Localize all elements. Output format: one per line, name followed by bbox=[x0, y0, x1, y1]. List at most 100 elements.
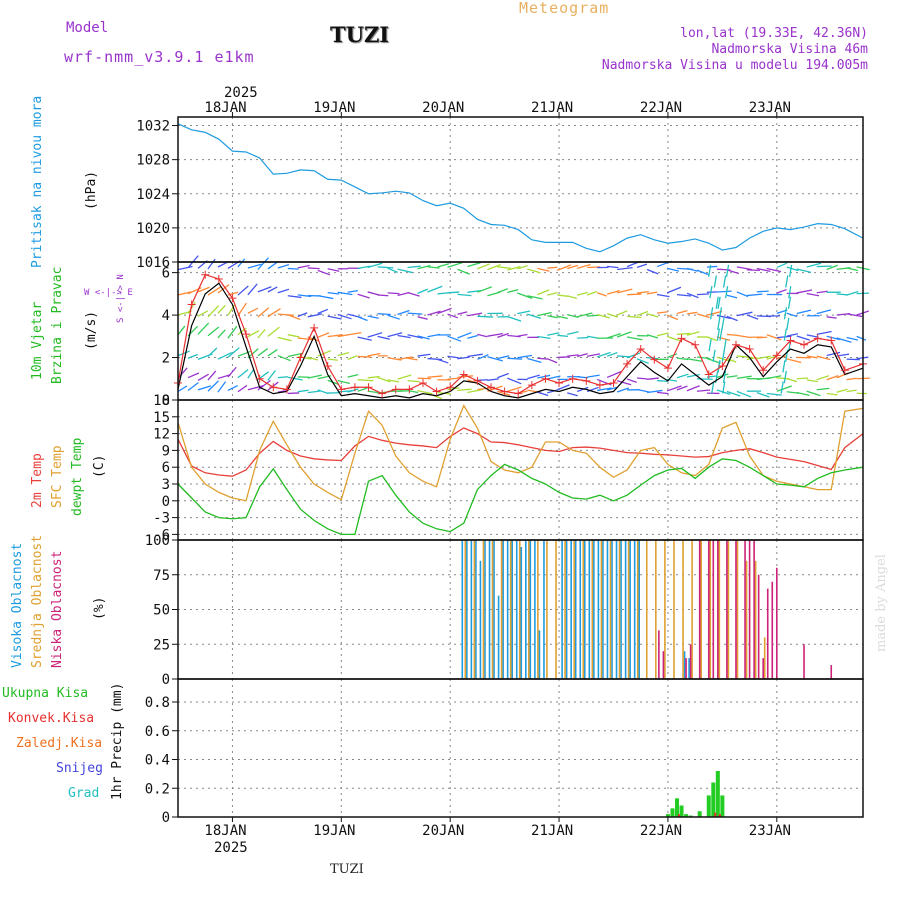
wind-arrow bbox=[337, 334, 349, 338]
wind-arrow bbox=[297, 389, 309, 393]
wind-arrow bbox=[347, 374, 359, 378]
wind-arrow bbox=[227, 384, 238, 392]
wind-arrow bbox=[577, 263, 591, 269]
wind-arrow bbox=[457, 311, 468, 315]
wind-arrow bbox=[686, 385, 700, 392]
wind-arrow bbox=[816, 355, 831, 361]
wind-arrow bbox=[696, 389, 711, 392]
wind-arrow bbox=[267, 370, 276, 381]
wind-arrow bbox=[826, 316, 837, 319]
wind-arrow bbox=[287, 376, 303, 381]
temp-tick-label: 0 bbox=[162, 494, 170, 510]
wind-arrow bbox=[846, 290, 859, 296]
wind-arrow bbox=[227, 325, 238, 339]
wind-arrow bbox=[806, 292, 820, 297]
wind-arrow bbox=[497, 266, 512, 269]
wind-arrow bbox=[457, 331, 472, 339]
wind-arrow bbox=[477, 263, 490, 270]
wind-arrow bbox=[587, 335, 599, 339]
coords-text: lon,lat (19.33E, 42.36N) bbox=[680, 26, 868, 41]
wind-compass-ns: S <-|-> N bbox=[116, 274, 126, 323]
wind-arrow bbox=[497, 288, 509, 294]
wind-arrow bbox=[357, 336, 372, 341]
wind-arrow bbox=[636, 388, 650, 393]
wind-arrow bbox=[796, 335, 810, 341]
wind-arrow bbox=[636, 263, 648, 269]
wind-arrow bbox=[307, 267, 320, 270]
pressure-panel-frame bbox=[177, 116, 864, 263]
wind-arrow bbox=[417, 353, 431, 357]
wind-arrow bbox=[676, 385, 688, 391]
wind-arrow bbox=[715, 296, 719, 309]
wind-arrow bbox=[846, 313, 863, 318]
wind-arrow bbox=[736, 334, 748, 338]
wind-arrow bbox=[666, 286, 682, 294]
wind-arrow bbox=[636, 310, 649, 317]
wind-arrow bbox=[666, 353, 678, 359]
wind-arrow bbox=[846, 336, 858, 341]
wind-gust-marker bbox=[623, 359, 632, 368]
wind-arrow bbox=[447, 335, 462, 342]
legend-frz-rain: Zaledj.Kisa bbox=[16, 736, 103, 751]
wind-gust-marker bbox=[446, 383, 455, 392]
wind-arrow bbox=[447, 313, 458, 319]
wind-arrow bbox=[736, 311, 753, 317]
wind-arrow bbox=[407, 379, 420, 383]
wind-arrow bbox=[517, 333, 528, 337]
wind-arrow bbox=[709, 285, 713, 299]
wind-gust-marker bbox=[500, 387, 509, 396]
wind-arrow bbox=[722, 275, 727, 288]
wind-arrow bbox=[826, 374, 839, 381]
wind-arrow bbox=[207, 286, 222, 296]
wind-arrow bbox=[806, 390, 821, 397]
wind-arrow bbox=[806, 334, 819, 338]
wind-arrow bbox=[606, 289, 620, 295]
precip-bar bbox=[678, 814, 681, 817]
wind-arrow bbox=[656, 311, 668, 314]
date-label-bottom: 20JAN bbox=[422, 823, 465, 839]
wind-arrow bbox=[317, 308, 329, 315]
wind-gust-marker bbox=[555, 379, 564, 388]
wind-arrow bbox=[337, 291, 353, 296]
date-label-bottom: 19JAN bbox=[313, 823, 356, 839]
wind-arrow bbox=[616, 380, 632, 386]
t2m-label: 2m Temp bbox=[30, 453, 45, 508]
wind-arrow bbox=[719, 328, 723, 341]
wind-arrow bbox=[247, 307, 259, 314]
wind-arrow bbox=[725, 264, 730, 277]
precip-bar bbox=[720, 795, 725, 817]
wind-arrow bbox=[217, 284, 230, 294]
wind-arrow bbox=[407, 357, 418, 361]
credit-text: made by Angel bbox=[874, 554, 889, 652]
wind-gust-marker bbox=[473, 376, 482, 385]
wind-arrow bbox=[756, 267, 771, 272]
wind-arrow bbox=[307, 356, 319, 361]
wind-arrow bbox=[736, 355, 753, 359]
pressure-unit: (hPa) bbox=[84, 170, 99, 210]
wind-gust-marker bbox=[269, 383, 278, 392]
wind-arrow bbox=[557, 315, 568, 320]
wind-arrow bbox=[177, 291, 192, 296]
cloud-unit: (%) bbox=[92, 596, 107, 620]
wind-arrow bbox=[507, 315, 522, 322]
wind-arrow bbox=[577, 353, 588, 358]
wind-arrow bbox=[297, 337, 314, 341]
wind-arrow bbox=[626, 336, 643, 341]
wind-arrow bbox=[367, 375, 380, 379]
wind-arrow bbox=[783, 307, 788, 320]
wind-arrow bbox=[227, 366, 237, 378]
wind-arrow bbox=[427, 357, 443, 361]
precip-panel-frame bbox=[177, 678, 864, 818]
wind-arrow bbox=[217, 381, 227, 393]
precip-bar bbox=[697, 811, 702, 817]
wind-gust-marker bbox=[595, 381, 604, 390]
wind-arrow bbox=[606, 333, 621, 339]
wind-arrow bbox=[457, 356, 470, 360]
low-cloud-label: Niska Oblacnost bbox=[50, 550, 65, 668]
wind-arrow bbox=[713, 275, 717, 288]
wind-arrow bbox=[337, 313, 352, 320]
wind-arrow bbox=[617, 355, 630, 358]
wind-arrow bbox=[207, 258, 216, 270]
wind-arrow bbox=[227, 347, 240, 358]
